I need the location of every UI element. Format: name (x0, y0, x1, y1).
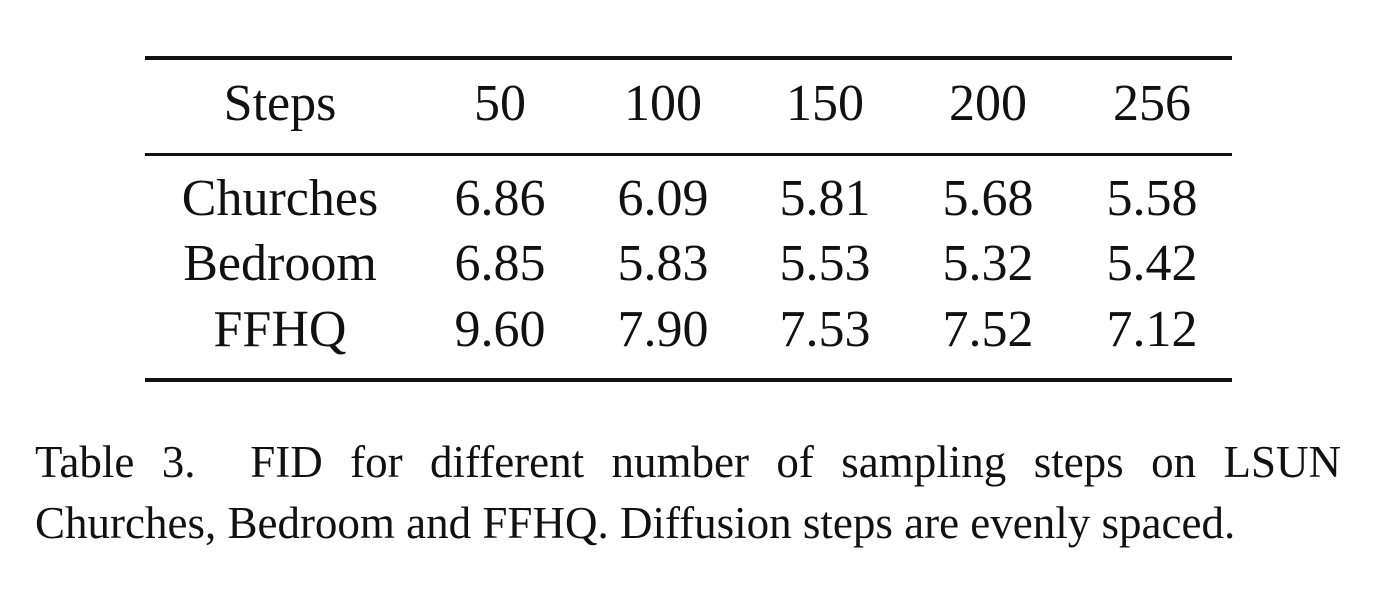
value-cell: 5.81 (779, 170, 871, 227)
header-cell: 100 (624, 75, 702, 132)
value-cell: 5.42 (1106, 235, 1198, 292)
row-label: Churches (181, 170, 379, 227)
header-cell: 150 (786, 75, 864, 132)
value-cell: 6.86 (454, 170, 546, 227)
row-label: FFHQ (213, 301, 347, 358)
value-cell: 5.58 (1106, 170, 1198, 227)
caption-label: Table 3. (35, 437, 196, 487)
value-cell: 7.90 (617, 301, 709, 358)
header-cell: 50 (474, 75, 526, 132)
value-cell: 5.32 (942, 235, 1034, 292)
caption-text: FID for different number of sampling ste… (35, 437, 1342, 548)
caption: Table 3. FID for different number of sam… (35, 432, 1341, 554)
value-cell: 6.85 (454, 235, 546, 292)
header-cell: 200 (949, 75, 1027, 132)
bottom-rule (145, 378, 1232, 382)
value-cell: 6.09 (617, 170, 709, 227)
top-rule (145, 56, 1232, 60)
value-cell: 7.52 (942, 301, 1034, 358)
value-cell: 5.53 (779, 235, 871, 292)
header-cell: Steps (223, 75, 337, 132)
value-cell: 9.60 (454, 301, 546, 358)
header-cell: 256 (1113, 75, 1191, 132)
mid-rule (145, 153, 1232, 156)
value-cell: 7.12 (1106, 301, 1198, 358)
value-cell: 5.68 (942, 170, 1034, 227)
value-cell: 5.83 (617, 235, 709, 292)
row-label: Bedroom (183, 235, 377, 292)
value-cell: 7.53 (779, 301, 871, 358)
